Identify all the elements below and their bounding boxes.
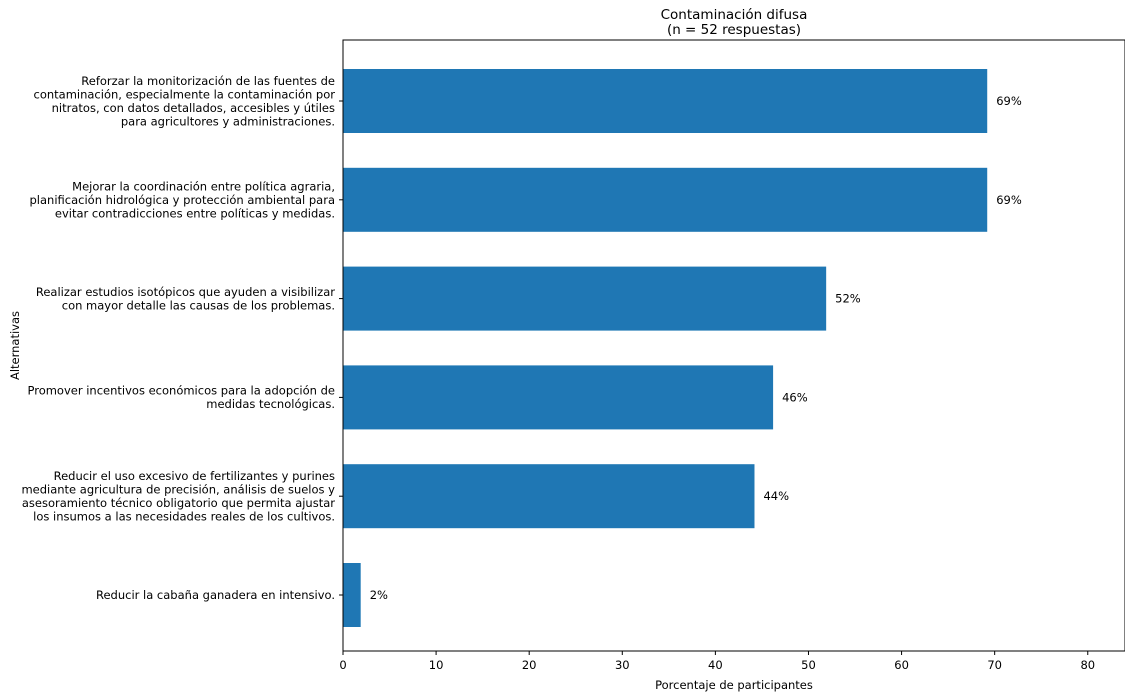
x-tick-label-0: 0 <box>339 658 346 672</box>
value-label-5: 44% <box>763 489 789 503</box>
category-label-1: Reforzar la monitorización de las fuente… <box>34 74 336 129</box>
category-labels: Reforzar la monitorización de las fuente… <box>21 74 335 602</box>
x-tick-label-80: 80 <box>1080 658 1095 672</box>
bar-3 <box>343 267 826 331</box>
chart-subtitle: (n = 52 respuestas) <box>667 22 801 38</box>
bar-2 <box>343 168 987 232</box>
category-label-2: Mejorar la coordinación entre política a… <box>30 179 336 220</box>
value-label-4: 46% <box>782 390 808 404</box>
bar-1 <box>343 69 987 133</box>
category-label-6: Reducir la cabaña ganadera en intensivo. <box>96 588 335 602</box>
x-tick-label-60: 60 <box>894 658 909 672</box>
x-tick-label-20: 20 <box>522 658 537 672</box>
x-tick-label-70: 70 <box>987 658 1002 672</box>
category-label-5: Reducir el uso excesivo de fertilizantes… <box>21 469 335 524</box>
value-label-2: 69% <box>996 193 1022 207</box>
y-axis-title: Alternativas <box>8 311 22 380</box>
category-label-3: Realizar estudios isotópicos que ayuden … <box>36 285 335 313</box>
category-label-4: Promover incentivos económicos para la a… <box>27 384 335 412</box>
x-tick-label-40: 40 <box>708 658 723 672</box>
x-tick-label-30: 30 <box>615 658 630 672</box>
value-label-1: 69% <box>996 94 1022 108</box>
chart-title: Contaminación difusa <box>661 7 808 23</box>
bars-layer <box>343 69 987 627</box>
x-axis-title: Porcentaje de participantes <box>655 678 813 692</box>
x-tick-label-50: 50 <box>801 658 816 672</box>
x-tick-label-10: 10 <box>429 658 444 672</box>
value-label-6: 2% <box>370 588 388 602</box>
bar-5 <box>343 464 754 528</box>
value-label-3: 52% <box>835 292 861 306</box>
bar-4 <box>343 365 773 429</box>
bar-6 <box>343 563 361 627</box>
